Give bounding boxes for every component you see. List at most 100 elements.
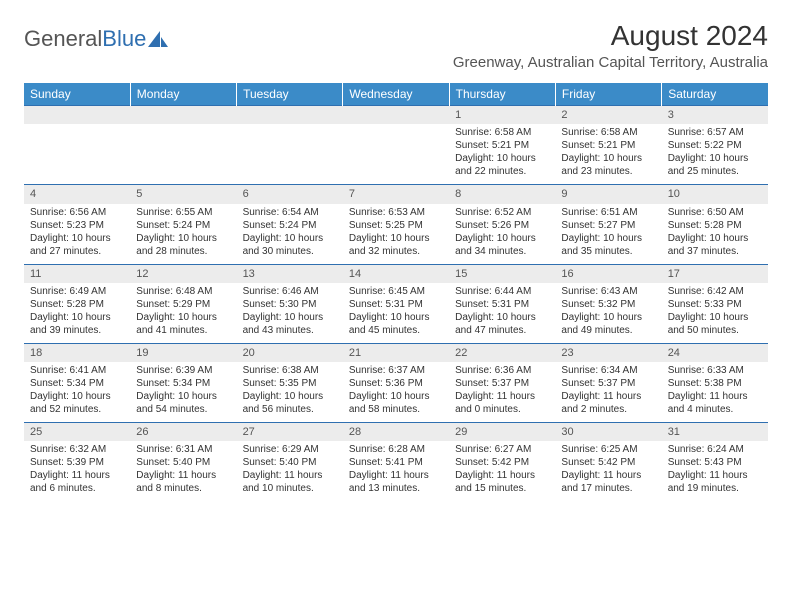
weekday-header: Tuesday [237,83,343,106]
calendar-cell: 12Sunrise: 6:48 AMSunset: 5:29 PMDayligh… [130,264,236,343]
day-number: 4 [24,185,130,203]
day-body: Sunrise: 6:48 AMSunset: 5:29 PMDaylight:… [130,283,236,343]
sunrise-text: Sunrise: 6:38 AM [243,364,337,377]
calendar-cell: 18Sunrise: 6:41 AMSunset: 5:34 PMDayligh… [24,343,130,422]
page-header: GeneralBlue August 2024 Greenway, Austra… [0,0,792,75]
sunrise-text: Sunrise: 6:32 AM [30,443,124,456]
sunset-text: Sunset: 5:36 PM [349,377,443,390]
calendar-cell: 3Sunrise: 6:57 AMSunset: 5:22 PMDaylight… [662,106,768,185]
daylight-text: Daylight: 10 hours and 28 minutes. [136,232,230,258]
day-number: 25 [24,423,130,441]
day-number: 6 [237,185,343,203]
sunset-text: Sunset: 5:24 PM [243,219,337,232]
sunset-text: Sunset: 5:28 PM [668,219,762,232]
sunset-text: Sunset: 5:37 PM [561,377,655,390]
calendar-cell: 2Sunrise: 6:58 AMSunset: 5:21 PMDaylight… [555,106,661,185]
sunset-text: Sunset: 5:37 PM [455,377,549,390]
sunset-text: Sunset: 5:40 PM [136,456,230,469]
daylight-text: Daylight: 11 hours and 2 minutes. [561,390,655,416]
day-body: Sunrise: 6:56 AMSunset: 5:23 PMDaylight:… [24,204,130,264]
calendar-cell: 20Sunrise: 6:38 AMSunset: 5:35 PMDayligh… [237,343,343,422]
daylight-text: Daylight: 10 hours and 43 minutes. [243,311,337,337]
daylight-text: Daylight: 11 hours and 19 minutes. [668,469,762,495]
sunrise-text: Sunrise: 6:28 AM [349,443,443,456]
day-body: Sunrise: 6:38 AMSunset: 5:35 PMDaylight:… [237,362,343,422]
daylight-text: Daylight: 10 hours and 34 minutes. [455,232,549,258]
day-body: Sunrise: 6:46 AMSunset: 5:30 PMDaylight:… [237,283,343,343]
sunrise-text: Sunrise: 6:55 AM [136,206,230,219]
calendar-week-row: 25Sunrise: 6:32 AMSunset: 5:39 PMDayligh… [24,423,768,502]
day-body: Sunrise: 6:29 AMSunset: 5:40 PMDaylight:… [237,441,343,501]
day-number: 28 [343,423,449,441]
month-title: August 2024 [453,20,768,52]
sunset-text: Sunset: 5:25 PM [349,219,443,232]
sunset-text: Sunset: 5:34 PM [136,377,230,390]
sunset-text: Sunset: 5:24 PM [136,219,230,232]
calendar-week-row: 11Sunrise: 6:49 AMSunset: 5:28 PMDayligh… [24,264,768,343]
day-body-empty [237,124,343,178]
sunrise-text: Sunrise: 6:51 AM [561,206,655,219]
calendar-cell: 28Sunrise: 6:28 AMSunset: 5:41 PMDayligh… [343,423,449,502]
day-body: Sunrise: 6:49 AMSunset: 5:28 PMDaylight:… [24,283,130,343]
day-number: 15 [449,265,555,283]
sunset-text: Sunset: 5:21 PM [561,139,655,152]
calendar-cell: 15Sunrise: 6:44 AMSunset: 5:31 PMDayligh… [449,264,555,343]
calendar-cell: 16Sunrise: 6:43 AMSunset: 5:32 PMDayligh… [555,264,661,343]
sunrise-text: Sunrise: 6:37 AM [349,364,443,377]
day-body: Sunrise: 6:57 AMSunset: 5:22 PMDaylight:… [662,124,768,184]
sunrise-text: Sunrise: 6:33 AM [668,364,762,377]
sunset-text: Sunset: 5:42 PM [561,456,655,469]
calendar-cell: 31Sunrise: 6:24 AMSunset: 5:43 PMDayligh… [662,423,768,502]
day-body: Sunrise: 6:42 AMSunset: 5:33 PMDaylight:… [662,283,768,343]
day-body: Sunrise: 6:58 AMSunset: 5:21 PMDaylight:… [555,124,661,184]
calendar-cell: 11Sunrise: 6:49 AMSunset: 5:28 PMDayligh… [24,264,130,343]
calendar-cell: 26Sunrise: 6:31 AMSunset: 5:40 PMDayligh… [130,423,236,502]
daylight-text: Daylight: 11 hours and 0 minutes. [455,390,549,416]
day-number: 12 [130,265,236,283]
day-number: 18 [24,344,130,362]
calendar-week-row: 4Sunrise: 6:56 AMSunset: 5:23 PMDaylight… [24,185,768,264]
day-body: Sunrise: 6:37 AMSunset: 5:36 PMDaylight:… [343,362,449,422]
day-number: 30 [555,423,661,441]
weekday-header: Sunday [24,83,130,106]
calendar-cell: 23Sunrise: 6:34 AMSunset: 5:37 PMDayligh… [555,343,661,422]
sunset-text: Sunset: 5:26 PM [455,219,549,232]
day-number: 8 [449,185,555,203]
day-number: 19 [130,344,236,362]
daylight-text: Daylight: 10 hours and 52 minutes. [30,390,124,416]
weekday-header: Monday [130,83,236,106]
sunrise-text: Sunrise: 6:39 AM [136,364,230,377]
sunrise-text: Sunrise: 6:44 AM [455,285,549,298]
day-number: 2 [555,106,661,124]
daylight-text: Daylight: 10 hours and 54 minutes. [136,390,230,416]
sunrise-text: Sunrise: 6:31 AM [136,443,230,456]
daylight-text: Daylight: 11 hours and 6 minutes. [30,469,124,495]
daylight-text: Daylight: 10 hours and 22 minutes. [455,152,549,178]
weekday-header: Saturday [662,83,768,106]
day-body: Sunrise: 6:36 AMSunset: 5:37 PMDaylight:… [449,362,555,422]
day-body: Sunrise: 6:27 AMSunset: 5:42 PMDaylight:… [449,441,555,501]
sunset-text: Sunset: 5:31 PM [349,298,443,311]
day-body: Sunrise: 6:50 AMSunset: 5:28 PMDaylight:… [662,204,768,264]
sunrise-text: Sunrise: 6:46 AM [243,285,337,298]
daylight-text: Daylight: 10 hours and 37 minutes. [668,232,762,258]
daylight-text: Daylight: 10 hours and 50 minutes. [668,311,762,337]
sunset-text: Sunset: 5:35 PM [243,377,337,390]
sunrise-text: Sunrise: 6:48 AM [136,285,230,298]
day-body: Sunrise: 6:55 AMSunset: 5:24 PMDaylight:… [130,204,236,264]
day-body: Sunrise: 6:39 AMSunset: 5:34 PMDaylight:… [130,362,236,422]
location-subtitle: Greenway, Australian Capital Territory, … [453,54,768,71]
calendar-cell: 24Sunrise: 6:33 AMSunset: 5:38 PMDayligh… [662,343,768,422]
day-body: Sunrise: 6:44 AMSunset: 5:31 PMDaylight:… [449,283,555,343]
calendar-cell: 4Sunrise: 6:56 AMSunset: 5:23 PMDaylight… [24,185,130,264]
sunrise-text: Sunrise: 6:41 AM [30,364,124,377]
calendar-body: 1Sunrise: 6:58 AMSunset: 5:21 PMDaylight… [24,106,768,502]
daylight-text: Daylight: 11 hours and 10 minutes. [243,469,337,495]
daylight-text: Daylight: 10 hours and 41 minutes. [136,311,230,337]
sunrise-text: Sunrise: 6:50 AM [668,206,762,219]
daylight-text: Daylight: 10 hours and 47 minutes. [455,311,549,337]
sunrise-text: Sunrise: 6:36 AM [455,364,549,377]
daylight-text: Daylight: 11 hours and 13 minutes. [349,469,443,495]
calendar-cell: 1Sunrise: 6:58 AMSunset: 5:21 PMDaylight… [449,106,555,185]
calendar-cell: 9Sunrise: 6:51 AMSunset: 5:27 PMDaylight… [555,185,661,264]
